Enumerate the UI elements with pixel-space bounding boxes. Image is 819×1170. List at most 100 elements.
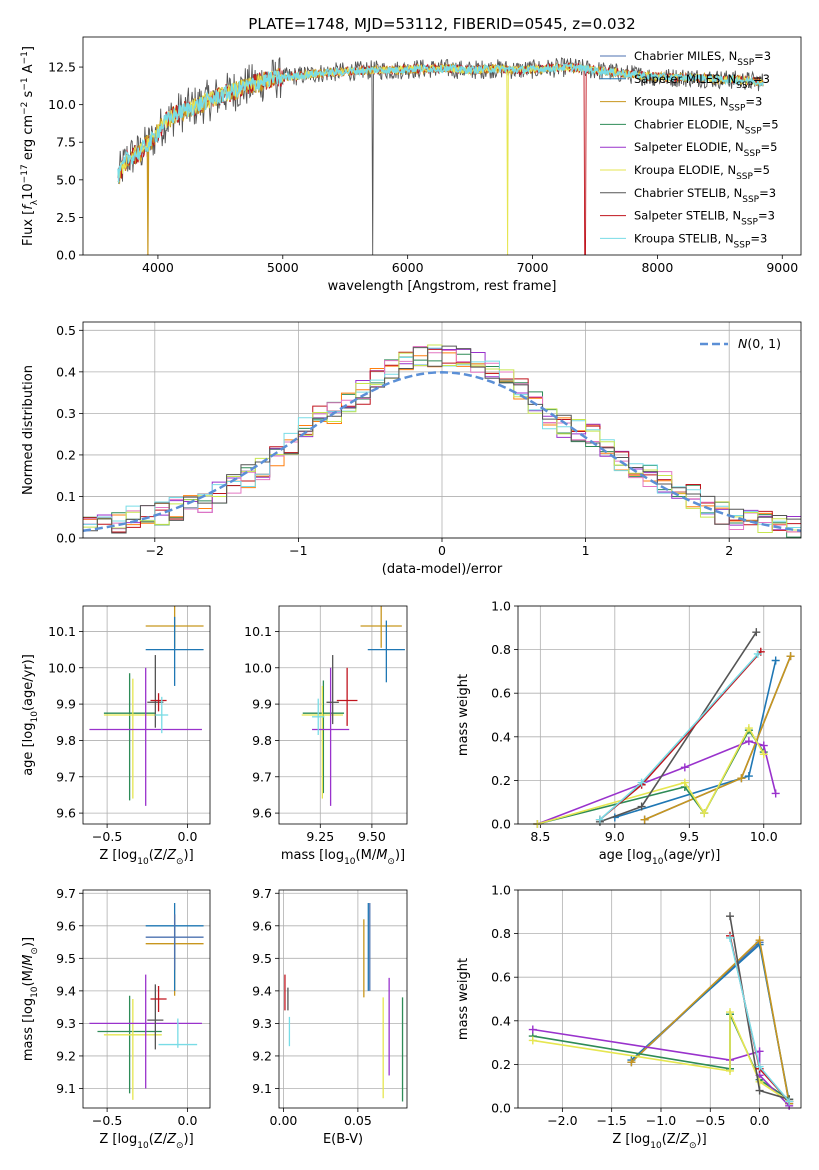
x-axis-label: age [log10(age/yr)]	[599, 848, 721, 867]
x-tick-label: −0.5	[695, 1113, 725, 1128]
y-tick-label: 9.6	[252, 918, 272, 933]
errorbar-point	[150, 985, 167, 1013]
y-axis-label: mass weight	[456, 674, 471, 756]
massweight-vs-Z-axes: −2.0 −1.5 −1.0 −0.5 0.0 0.0 0.2 0.4 0.6 0.8 1.0	[491, 883, 801, 1128]
y-tick-label: 9.3	[252, 1016, 272, 1031]
y-tick-label: 0.0	[491, 1101, 511, 1116]
x-axis-label: mass [log10(M/M⊙)]	[281, 848, 405, 867]
weight-marker	[726, 933, 735, 942]
y-tick-label: 9.8	[56, 733, 76, 748]
y-tick-label: 9.2	[56, 1048, 76, 1063]
y-tick-label: 0.0	[56, 531, 76, 546]
errorbar-point	[302, 680, 345, 794]
y-tick-label: 9.5	[252, 951, 272, 966]
legend-entry: Salpeter MILES, NSSP=3	[634, 72, 770, 91]
weight-marker	[755, 1077, 764, 1086]
weight-marker	[528, 1036, 537, 1045]
age-vs-mass-labels: mass [log10(M/M⊙)]	[281, 848, 405, 867]
errorbar-point	[312, 698, 325, 735]
weight-marker	[755, 1062, 764, 1071]
weight-marker	[726, 1066, 735, 1075]
y-axis-label: mass [log10(M/M⊙)]	[21, 937, 40, 1061]
weight-marker	[753, 649, 762, 658]
y-tick-label: 0.8	[491, 642, 511, 657]
x-tick-label: −1	[289, 543, 307, 558]
weight-marker	[680, 763, 689, 772]
errorbar-point	[336, 667, 358, 726]
massweight-vs-Z-labels: Z [log10(Z/Z⊙)] mass weight	[456, 958, 707, 1151]
chart-title: PLATE=1748, MJD=53112, FIBERID=0545, z=0…	[248, 15, 635, 33]
errorbar-point	[158, 1018, 198, 1048]
legend-entry: Chabrier MILES, NSSP=3	[634, 49, 771, 68]
spectrum-frame	[82, 36, 802, 256]
weight-line-chabrier-stelib	[599, 631, 757, 823]
x-tick-label: −2	[146, 543, 164, 558]
weight-marker	[752, 628, 761, 637]
errorbar-point	[103, 678, 162, 799]
residuals-labels: (data-model)/error Normed distribution	[21, 365, 503, 577]
errorbar-point	[89, 667, 202, 806]
spectrum-lines	[117, 57, 764, 255]
x-tick-label: 7000	[517, 260, 549, 275]
weight-marker	[755, 936, 764, 945]
x-axis-label: Z [log10(Z/Z⊙)]	[99, 1132, 193, 1151]
weight-marker	[637, 778, 646, 787]
weight-marker	[744, 724, 753, 733]
x-tick-label: −2.0	[547, 1113, 577, 1128]
weight-marker	[771, 789, 780, 798]
weight-marker	[595, 815, 604, 824]
x-tick-label: 9.25	[306, 829, 334, 844]
y-tick-label: 0.1	[56, 489, 76, 504]
y-tick-label: 9.7	[252, 769, 272, 784]
errorbar-point	[147, 984, 164, 1050]
x-tick-label: 9.5	[679, 829, 699, 844]
spectrum-line-salpeter-stelib	[117, 62, 764, 255]
x-tick-label: 6000	[392, 260, 424, 275]
weight-marker	[759, 741, 768, 750]
x-tick-label: 8000	[641, 260, 673, 275]
x-tick-label: 9.50	[358, 829, 386, 844]
mass-vs-Z-labels: Z [log10(Z/Z⊙)] mass [log10(M/M⊙)]	[21, 937, 194, 1151]
mass-vs-Z-axes: −0.5 0.0 9.1 9.2 9.3 9.4 9.5 9.6 9.7	[56, 886, 210, 1128]
y-tick-label: 9.6	[56, 806, 76, 821]
weight-line-chabrier-elodie	[537, 728, 765, 825]
y-tick-label: 9.7	[252, 886, 272, 901]
age-vs-Z-axes: −0.5 0.0 9.6 9.7 9.8 9.9 10.0 10.1	[48, 606, 210, 844]
weight-marker	[755, 1086, 764, 1095]
y-tick-label: 9.8	[252, 733, 272, 748]
weight-line-kroupa-elodie	[537, 726, 765, 825]
spectrum-axes: 4000 5000 6000 7000 8000 9000 0.0 2.5 5.0 7.5 10.0…	[48, 60, 798, 275]
errorbar-point	[145, 616, 204, 686]
y-tick-label: 9.4	[252, 983, 272, 998]
massweight-vs-Z-frame	[517, 889, 802, 1109]
x-tick-label: 10.0	[750, 829, 778, 844]
weight-marker	[759, 750, 768, 759]
residuals-frame	[82, 321, 802, 539]
y-tick-label: 2.5	[56, 210, 76, 225]
y-tick-label: 10.1	[244, 624, 272, 639]
x-tick-label: −1.5	[596, 1113, 626, 1128]
weight-marker	[755, 1047, 764, 1056]
weight-marker	[771, 656, 780, 665]
x-axis-label: Z [log10(Z/Z⊙)]	[99, 848, 193, 867]
errorbar-point	[155, 696, 169, 734]
y-tick-label: 1.0	[491, 599, 511, 614]
errorbar-point	[326, 655, 339, 725]
mass-vs-EBV-points	[284, 903, 404, 1102]
legend-entry: Salpeter ELODIE, NSSP=5	[634, 140, 777, 159]
weight-marker	[737, 774, 746, 783]
errorbar-point	[150, 693, 167, 712]
age-vs-Z-frame	[82, 605, 211, 825]
x-axis-label: wavelength [Angstrom, rest frame]	[328, 279, 557, 294]
x-tick-label: −0.5	[92, 829, 122, 844]
residuals-axes: −2 −1 0 1 2 0.0 0.1 0.2 0.3 0.4 0.5	[56, 322, 801, 558]
y-tick-label: 0.0	[491, 817, 511, 832]
mass-vs-Z-points	[89, 903, 204, 1100]
y-tick-label: 0.0	[56, 248, 76, 263]
mass-vs-EBV-frame	[278, 889, 408, 1109]
y-tick-label: 9.4	[56, 983, 76, 998]
y-axis-label: mass weight	[456, 958, 471, 1040]
age-vs-Z-points	[89, 606, 204, 806]
x-axis-label: (data-model)/error	[382, 562, 503, 577]
x-tick-label: 0.05	[344, 1113, 372, 1128]
